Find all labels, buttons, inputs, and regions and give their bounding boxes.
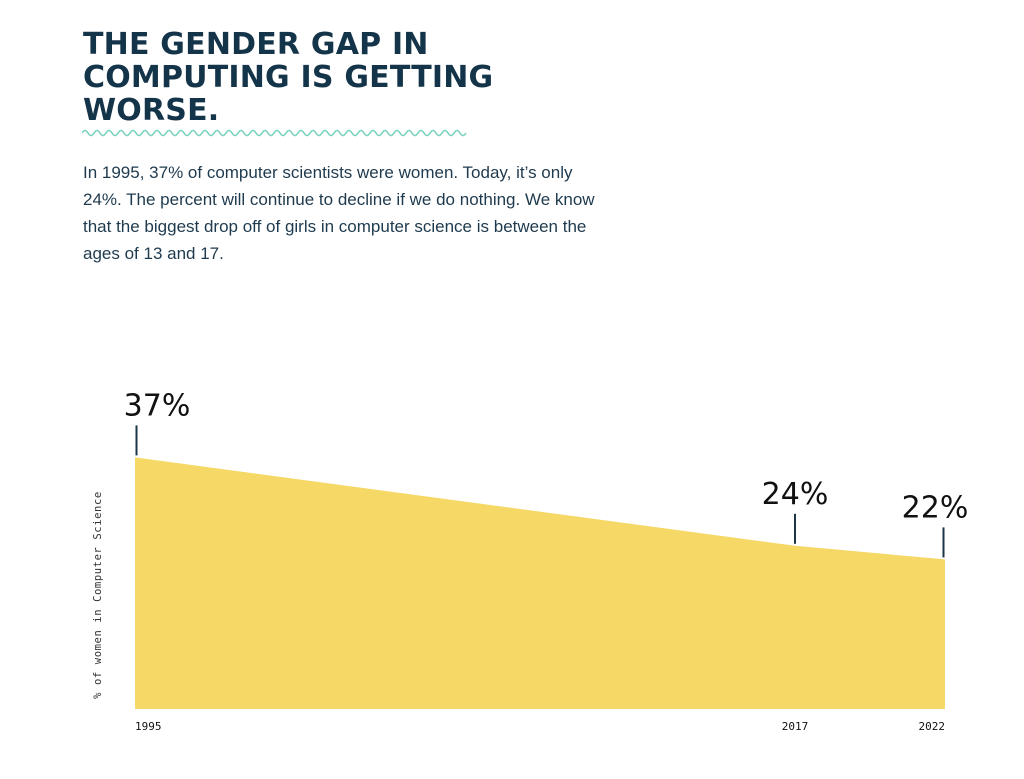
intro-paragraph: In 1995, 37% of computer scientists were… [83, 163, 595, 263]
data-label: 22% [902, 490, 969, 525]
area-series [135, 457, 945, 709]
x-tick-label: 1995 [135, 720, 162, 733]
data-label: 37% [124, 388, 191, 423]
x-tick-label: 2017 [782, 720, 809, 733]
wavy-divider [82, 129, 467, 137]
y-axis-label: % of women in Computer Science [92, 491, 104, 699]
page-title: THE GENDER GAP IN COMPUTING IS GETTING W… [83, 27, 494, 128]
x-tick-label: 2022 [919, 720, 946, 733]
data-label: 24% [762, 477, 829, 512]
